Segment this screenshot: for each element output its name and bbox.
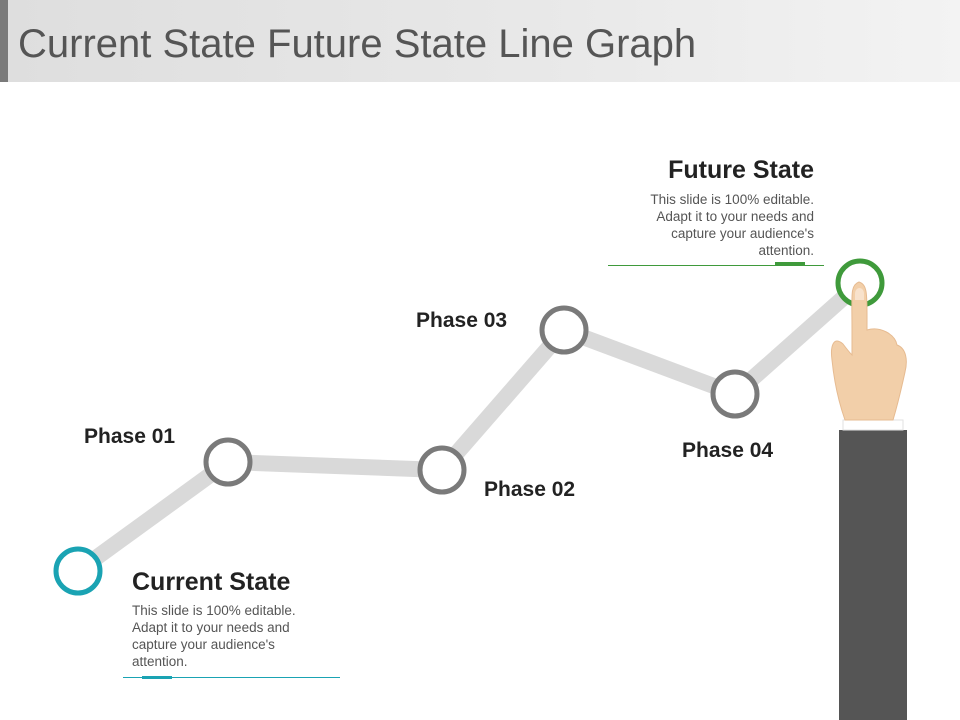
connector-phase1-phase2 (227, 454, 443, 478)
connector-current-phase1 (73, 455, 233, 578)
phase-04-label: Phase 04 (682, 439, 774, 462)
phase-02-label: Phase 02 (484, 478, 576, 501)
page-title: Current State Future State Line Graph (18, 22, 697, 66)
current-state-heading: Current State (132, 568, 291, 596)
node-phase-04 (710, 369, 760, 419)
node-phase-03 (539, 305, 589, 355)
connector-phase3-phase4 (561, 322, 738, 402)
pointing-hand-icon (831, 281, 907, 720)
current-state-description: This slide is 100% editable. Adapt it to… (132, 603, 296, 669)
sleeve (839, 430, 907, 720)
future-state-heading: Future State (668, 156, 814, 184)
future-state-rule (608, 265, 824, 266)
current-state-rule (123, 677, 340, 678)
current-state-rule-mark (142, 676, 172, 679)
future-state-rule-mark (775, 262, 805, 265)
node-phase-02 (417, 445, 467, 495)
phase-03-label: Phase 03 (416, 309, 508, 332)
connector-phase4-future (729, 277, 866, 400)
cuff (842, 419, 904, 431)
nodes (53, 258, 885, 596)
node-phase-01 (203, 437, 253, 487)
connectors (73, 277, 866, 578)
title-accent-bar (0, 0, 8, 82)
node-current-state (53, 546, 103, 596)
hand-palm (831, 281, 907, 421)
fingernail (855, 288, 864, 300)
phase-01-label: Phase 01 (84, 425, 176, 448)
future-state-description: This slide is 100% editable. Adapt it to… (650, 192, 814, 258)
title-bar: Current State Future State Line Graph (0, 0, 960, 82)
connector-phase2-phase3 (435, 324, 571, 476)
